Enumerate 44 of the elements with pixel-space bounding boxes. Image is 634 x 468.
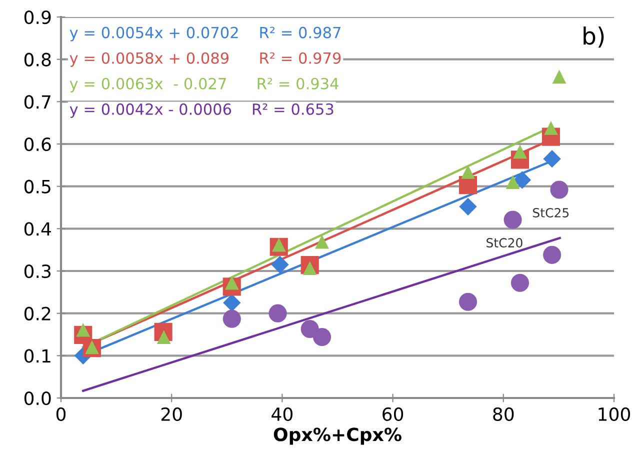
y-tick-label: 0.9 — [24, 10, 51, 24]
annotation: StC25 — [533, 208, 569, 218]
point — [312, 328, 332, 346]
annotation: y = 0.0042x - 0.0006 R² = 0.653 — [70, 103, 334, 118]
y-tick-label: 0.1 — [24, 349, 50, 363]
point — [268, 304, 287, 322]
annotation: y = 0.0058x + 0.089 R² = 0.979 — [70, 52, 341, 67]
y-tick-label: 0.6 — [24, 137, 51, 152]
x-tick-label: 80 — [493, 407, 514, 422]
x-tick-label: 20 — [161, 407, 182, 422]
y-tick-label: 0.0 — [24, 391, 51, 406]
point — [222, 310, 241, 328]
point — [544, 120, 558, 135]
point — [504, 210, 522, 229]
point — [300, 320, 319, 338]
point — [550, 180, 568, 199]
point — [315, 234, 329, 249]
point — [543, 246, 562, 264]
y-tick-label: 0.5 — [24, 180, 50, 194]
point — [461, 164, 475, 179]
y-tick-label: 0.4 — [24, 222, 51, 236]
y-tick-label: 0.8 — [24, 52, 51, 66]
annotation: y = 0.0063x - 0.027 R² = 0.934 — [70, 78, 338, 92]
point — [510, 274, 530, 292]
y-tick-label: 0.7 — [24, 95, 50, 109]
x-axis-title: Opx%+Cpx% — [274, 428, 402, 445]
point — [458, 292, 478, 311]
x-tick-label: 60 — [382, 407, 404, 422]
annotation: b) — [584, 26, 604, 48]
point — [513, 171, 532, 189]
point — [271, 256, 289, 274]
point — [552, 70, 566, 84]
x-tick-label: 100 — [598, 407, 630, 422]
x-tick-label: 40 — [272, 407, 292, 422]
x-tick-label: 0 — [56, 407, 66, 422]
point — [506, 175, 520, 190]
y-tick-label: 0.2 — [24, 306, 50, 320]
annotation: y = 0.0054x + 0.0702 R² = 0.987 — [70, 26, 340, 42]
annotation: StC20 — [486, 238, 522, 248]
point — [223, 294, 241, 312]
point — [459, 198, 477, 216]
y-tick-label: 0.3 — [24, 264, 51, 278]
point — [543, 150, 561, 168]
point — [513, 144, 527, 159]
